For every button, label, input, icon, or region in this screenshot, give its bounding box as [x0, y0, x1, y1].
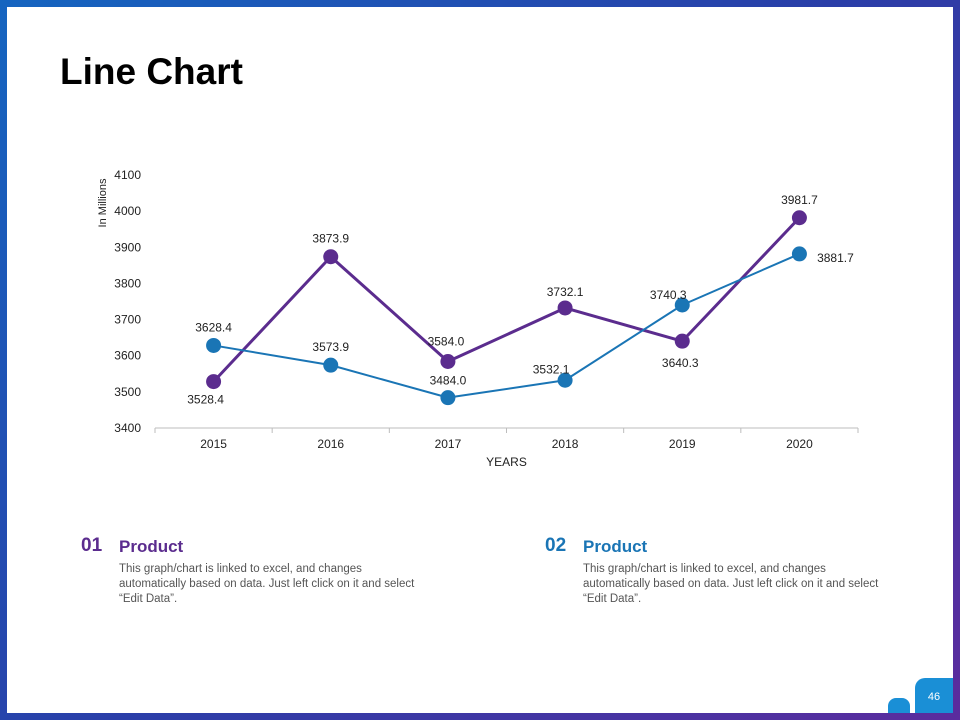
data-point [674, 297, 690, 313]
data-point [206, 374, 222, 390]
x-tick-label: 2015 [200, 437, 227, 451]
y-tick-label: 3500 [114, 385, 141, 399]
data-point [440, 390, 456, 406]
data-label: 3732.1 [547, 285, 584, 299]
line-chart: 2015 2016 2017 2018 2019 2020 3400 3500 3600 3700… [97, 168, 859, 469]
data-label: 3740.3 [650, 288, 687, 302]
product-title: Product [119, 537, 184, 556]
x-tick-label: 2016 [317, 437, 344, 451]
data-label: 3584.0 [428, 334, 465, 348]
data-point [791, 246, 807, 262]
decorative-tab [888, 698, 910, 713]
data-label: 3528.4 [187, 393, 224, 407]
y-tick-label: 3600 [114, 349, 141, 363]
x-tick-label: 2018 [552, 437, 579, 451]
y-axis-label: In Millions [97, 178, 109, 227]
data-label: 3484.0 [430, 374, 467, 388]
data-point [557, 372, 573, 388]
data-point [440, 353, 456, 369]
y-tick-label: 4000 [114, 204, 141, 218]
product-title: Product [583, 537, 648, 556]
x-tick-label: 2017 [435, 437, 462, 451]
data-point [557, 300, 573, 316]
data-label: 3640.3 [662, 356, 699, 370]
data-label: 3628.4 [195, 320, 232, 334]
series-line [212, 216, 801, 383]
data-label: 3881.7 [817, 251, 854, 265]
x-tick-label: 2019 [669, 437, 696, 451]
x-axis-label: YEARS [486, 455, 527, 469]
data-point [323, 357, 339, 373]
data-point [206, 337, 222, 353]
y-tick-label: 3700 [114, 313, 141, 327]
x-tick-label: 2020 [786, 437, 813, 451]
data-point [791, 210, 807, 226]
slide: Line Chart 2015 2016 2017 2018 2019 2020 3400 3… [7, 7, 953, 713]
data-label: 3573.9 [312, 340, 349, 354]
data-label: 3981.7 [781, 193, 818, 207]
product-description: This graph/chart is linked to excel, and… [119, 563, 415, 605]
y-tick-label: 4100 [114, 168, 141, 182]
series-line [213, 252, 800, 399]
data-label: 3532.1 [533, 362, 570, 376]
product-description: This graph/chart is linked to excel, and… [583, 563, 879, 605]
data-point [323, 249, 339, 265]
y-tick-label: 3800 [114, 276, 141, 290]
page-title: Line Chart [60, 51, 243, 92]
data-point [674, 333, 690, 349]
y-tick-label: 3900 [114, 240, 141, 254]
page-number-badge: 46 [915, 678, 953, 713]
product-number: 02 [545, 535, 567, 556]
y-tick-label: 3400 [114, 421, 141, 435]
product-number: 01 [81, 535, 103, 556]
data-label: 3873.9 [312, 232, 349, 246]
